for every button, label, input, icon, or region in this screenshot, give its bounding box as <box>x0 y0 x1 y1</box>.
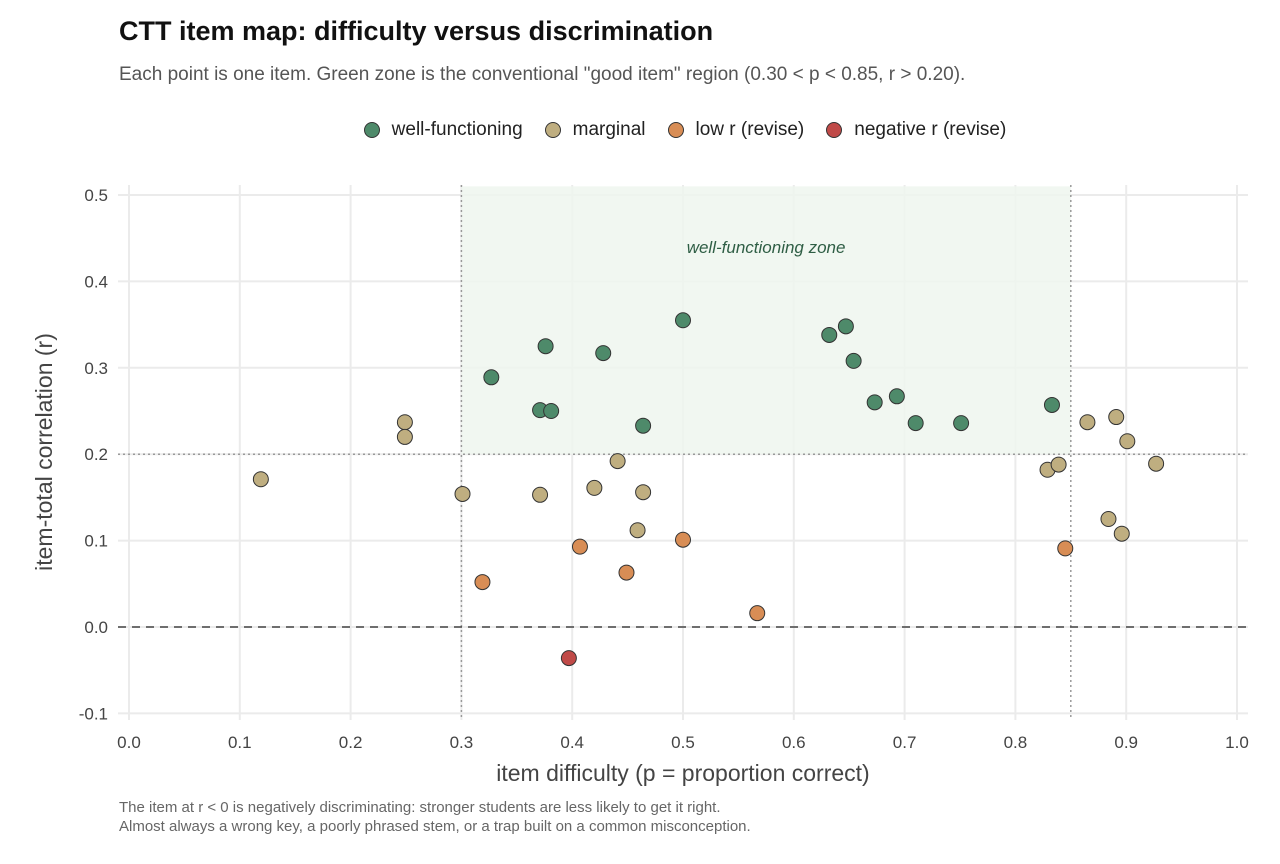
data-point <box>837 318 854 335</box>
data-point <box>675 312 691 329</box>
legend-swatch <box>363 122 380 138</box>
data-point <box>609 453 626 470</box>
x-tick-label: 0.3 <box>450 733 474 752</box>
caption-line: Almost always a wrong key, a poorly phra… <box>119 818 751 835</box>
y-tick-label: 0.1 <box>84 532 108 551</box>
data-point <box>454 485 471 502</box>
legend-label: negative r (revise) <box>854 119 1007 140</box>
caption-line: The item at r < 0 is negatively discrimi… <box>119 799 721 816</box>
data-point <box>586 479 603 496</box>
x-tick-label: 0.4 <box>560 733 584 752</box>
data-point <box>537 338 554 355</box>
y-tick-label: 0.4 <box>84 272 108 291</box>
x-tick-label: 0.8 <box>1004 733 1028 752</box>
data-point <box>907 415 924 432</box>
data-point <box>629 522 646 539</box>
y-tick-label: 0.2 <box>84 445 108 464</box>
legend-swatch <box>544 122 561 138</box>
data-point <box>1108 409 1125 426</box>
x-axis-label: item difficulty (p = proportion correct) <box>496 760 869 786</box>
chart-subtitle: Each point is one item. Green zone is th… <box>119 64 966 85</box>
data-point <box>560 650 577 667</box>
data-point <box>483 369 500 386</box>
data-point <box>396 414 413 431</box>
data-point <box>1043 396 1060 413</box>
data-point <box>532 486 549 503</box>
data-point <box>821 326 838 343</box>
y-axis-label: item-total correlation (r) <box>31 333 57 571</box>
data-point <box>635 417 652 434</box>
legend-label: well-functioning <box>391 119 523 140</box>
y-tick-label: 0.0 <box>84 618 108 637</box>
x-tick-label: 0.0 <box>117 733 141 752</box>
legend-item: well-functioning <box>363 119 523 141</box>
x-tick-label: 0.9 <box>1114 733 1138 752</box>
x-tick-label: 0.5 <box>671 733 695 752</box>
y-tick-label: 0.3 <box>84 359 108 378</box>
caption: The item at r < 0 is negatively discrimi… <box>119 798 751 836</box>
data-point <box>571 538 588 555</box>
y-tick-label: 0.5 <box>84 186 108 205</box>
data-point <box>252 471 269 488</box>
legend-label: marginal <box>572 119 646 140</box>
legend-item: negative r (revise) <box>826 119 1006 141</box>
data-point <box>474 574 491 591</box>
legend-swatch <box>667 122 684 138</box>
data-point <box>396 428 413 445</box>
data-point <box>1079 414 1096 431</box>
data-point <box>1050 456 1067 473</box>
x-tick-label: 1.0 <box>1225 733 1249 752</box>
data-point <box>595 345 612 362</box>
data-point <box>635 484 652 501</box>
data-point <box>749 605 766 622</box>
x-tick-label: 0.2 <box>339 733 363 752</box>
data-point <box>618 564 635 581</box>
legend-item: low r (revise) <box>667 119 805 141</box>
legend-item: marginal <box>544 119 646 141</box>
legend-swatch <box>826 122 843 138</box>
x-tick-label: 0.1 <box>228 733 252 752</box>
x-tick-label: 0.6 <box>782 733 806 752</box>
data-point <box>888 388 905 405</box>
chart-title: CTT item map: difficulty versus discrimi… <box>119 16 714 46</box>
data-point <box>953 415 970 432</box>
x-tick-label: 0.7 <box>893 733 917 752</box>
legend: well-functioning marginal low r (revise)… <box>0 119 1280 141</box>
data-point <box>675 531 691 548</box>
data-point <box>845 352 862 369</box>
data-point <box>1100 511 1117 527</box>
y-tick-label: -0.1 <box>79 704 108 723</box>
data-point <box>1057 540 1074 557</box>
data-point <box>866 394 883 411</box>
data-point <box>543 403 560 419</box>
data-point <box>1113 525 1130 542</box>
data-point <box>1119 433 1136 450</box>
good-item-zone <box>461 186 1071 455</box>
zone-label: well-functioning zone <box>687 238 846 257</box>
data-point <box>1148 455 1165 472</box>
legend-label: low r (revise) <box>695 119 805 140</box>
